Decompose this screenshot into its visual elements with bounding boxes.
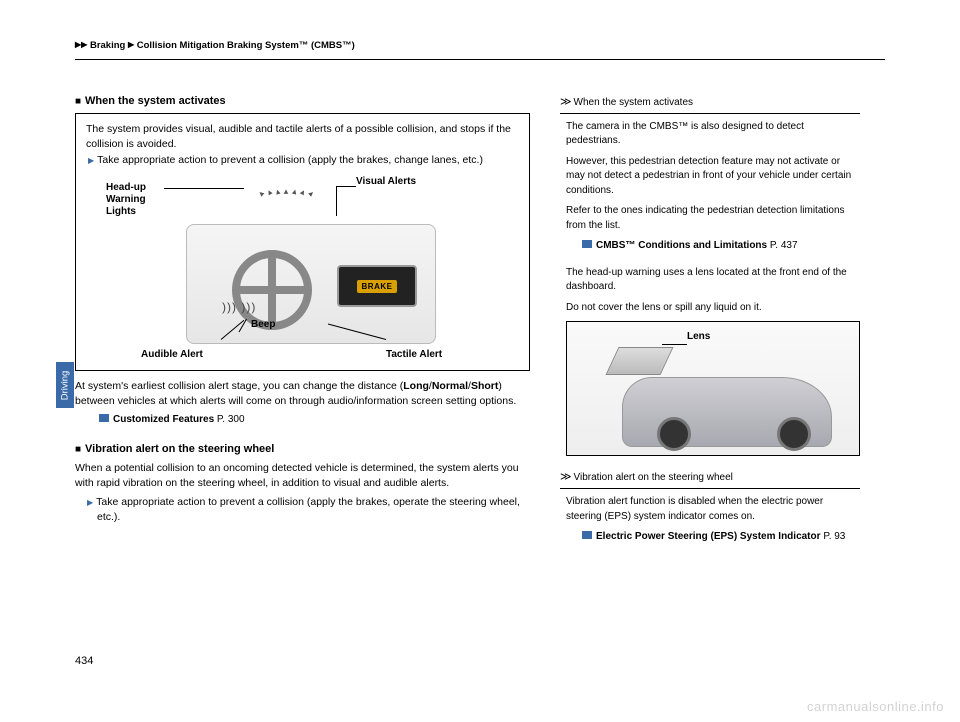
label-headup: Head-up Warning Lights [106, 182, 166, 218]
cross-reference: CMBS™ Conditions and Limitations P. 437 [566, 239, 860, 254]
side-heading-text: Vibration alert on the steering wheel [574, 472, 733, 483]
reference-icon [582, 240, 592, 248]
reference-icon [582, 531, 592, 539]
section-heading: ■ Vibration alert on the steering wheel [75, 443, 530, 455]
breadcrumb-child: Collision Mitigation Braking System™ (CM… [137, 40, 355, 51]
side-column: ≫When the system activates The camera in… [560, 95, 860, 559]
label-visual: Visual Alerts [356, 176, 416, 187]
side-heading: ≫When the system activates [560, 95, 860, 114]
triangle-bullet-icon: ▶ [87, 498, 93, 507]
side-p4: The head-up warning uses a lens located … [566, 266, 860, 295]
main-column: ■ When the system activates The system pr… [75, 95, 530, 559]
leader-line [662, 344, 687, 345]
brake-indicator: BRAKE [357, 280, 398, 293]
square-bullet-icon: ■ [75, 96, 81, 107]
info-triangle-icon: ≫ [560, 96, 572, 108]
side-p3: Refer to the ones indicating the pedestr… [566, 204, 860, 233]
label-tactile: Tactile Alert [386, 349, 442, 360]
page-content: ▶ ▶ Braking ▶ Collision Mitigation Brakin… [75, 40, 885, 559]
dashboard-diagram: Head-up Warning Lights Visual Alerts ▴ ▴… [86, 174, 519, 364]
info-triangle-icon: ≫ [560, 471, 572, 483]
section-tab: Driving [56, 362, 74, 408]
box-intro: The system provides visual, audible and … [86, 122, 519, 151]
side-heading: ≫Vibration alert on the steering wheel [560, 470, 860, 489]
lens-illustration: Lens [566, 321, 860, 456]
chevron-right-icon: ▶ [81, 40, 87, 49]
ref-title: Customized Features [113, 414, 214, 425]
side-block: The camera in the CMBS™ is also designed… [560, 120, 860, 457]
section-heading: ■ When the system activates [75, 95, 530, 107]
bullet: ▶Take appropriate action to prevent a co… [75, 495, 530, 525]
side-p1: The camera in the CMBS™ is also designed… [566, 120, 860, 149]
cross-reference: Electric Power Steering (EPS) System Ind… [566, 530, 860, 545]
ref-page: P. 300 [217, 414, 245, 425]
breadcrumb-parent: Braking [90, 40, 125, 51]
box-bullet: ▶Take appropriate action to prevent a co… [86, 153, 519, 168]
lens-label: Lens [687, 330, 710, 345]
cross-reference: Customized Features P. 300 [75, 414, 530, 425]
section-heading-text: Vibration alert on the steering wheel [85, 443, 274, 455]
side-block: Vibration alert function is disabled whe… [560, 495, 860, 545]
ref-page: P. 437 [770, 240, 798, 251]
breadcrumb: ▶▶ Braking ▶ Collision Mitigation Brakin… [75, 40, 885, 60]
watermark: carmanualsonline.info [807, 699, 944, 714]
ref-title: Electric Power Steering (EPS) System Ind… [596, 531, 821, 542]
label-audible: Audible Alert [141, 349, 203, 360]
warning-rays: ▴ ▴ ▴ ▴ ▴ ▴ ▴ [226, 186, 346, 226]
section-heading-text: When the system activates [85, 95, 226, 107]
dashboard-illustration: ))) ))) BRAKE [186, 224, 436, 344]
bullet-text: Take appropriate action to prevent a col… [96, 496, 520, 523]
side-p5: Do not cover the lens or spill any liqui… [566, 301, 860, 316]
lens-icon [605, 347, 673, 375]
ref-page: P. 93 [823, 531, 845, 542]
chevron-right-icon: ▶ [128, 40, 134, 49]
square-bullet-icon: ■ [75, 444, 81, 455]
alert-box: The system provides visual, audible and … [75, 113, 530, 371]
steering-wheel-icon [232, 250, 312, 330]
para-distance: At system's earliest collision alert sta… [75, 379, 530, 409]
label-beep: Beep [251, 319, 275, 330]
box-bullet-text: Take appropriate action to prevent a col… [97, 154, 483, 166]
side-heading-text: When the system activates [574, 97, 694, 108]
beep-waves-icon: ))) ))) [222, 300, 256, 314]
para-vibration: When a potential collision to an oncomin… [75, 461, 530, 491]
page-number: 434 [75, 655, 93, 667]
ref-title: CMBS™ Conditions and Limitations [596, 240, 767, 251]
section-tab-label: Driving [60, 370, 71, 400]
triangle-bullet-icon: ▶ [88, 156, 94, 165]
side-vib-p1: Vibration alert function is disabled whe… [566, 495, 860, 524]
side-p2: However, this pedestrian detection featu… [566, 155, 860, 199]
display-screen: BRAKE [337, 265, 417, 307]
reference-icon [99, 414, 109, 422]
